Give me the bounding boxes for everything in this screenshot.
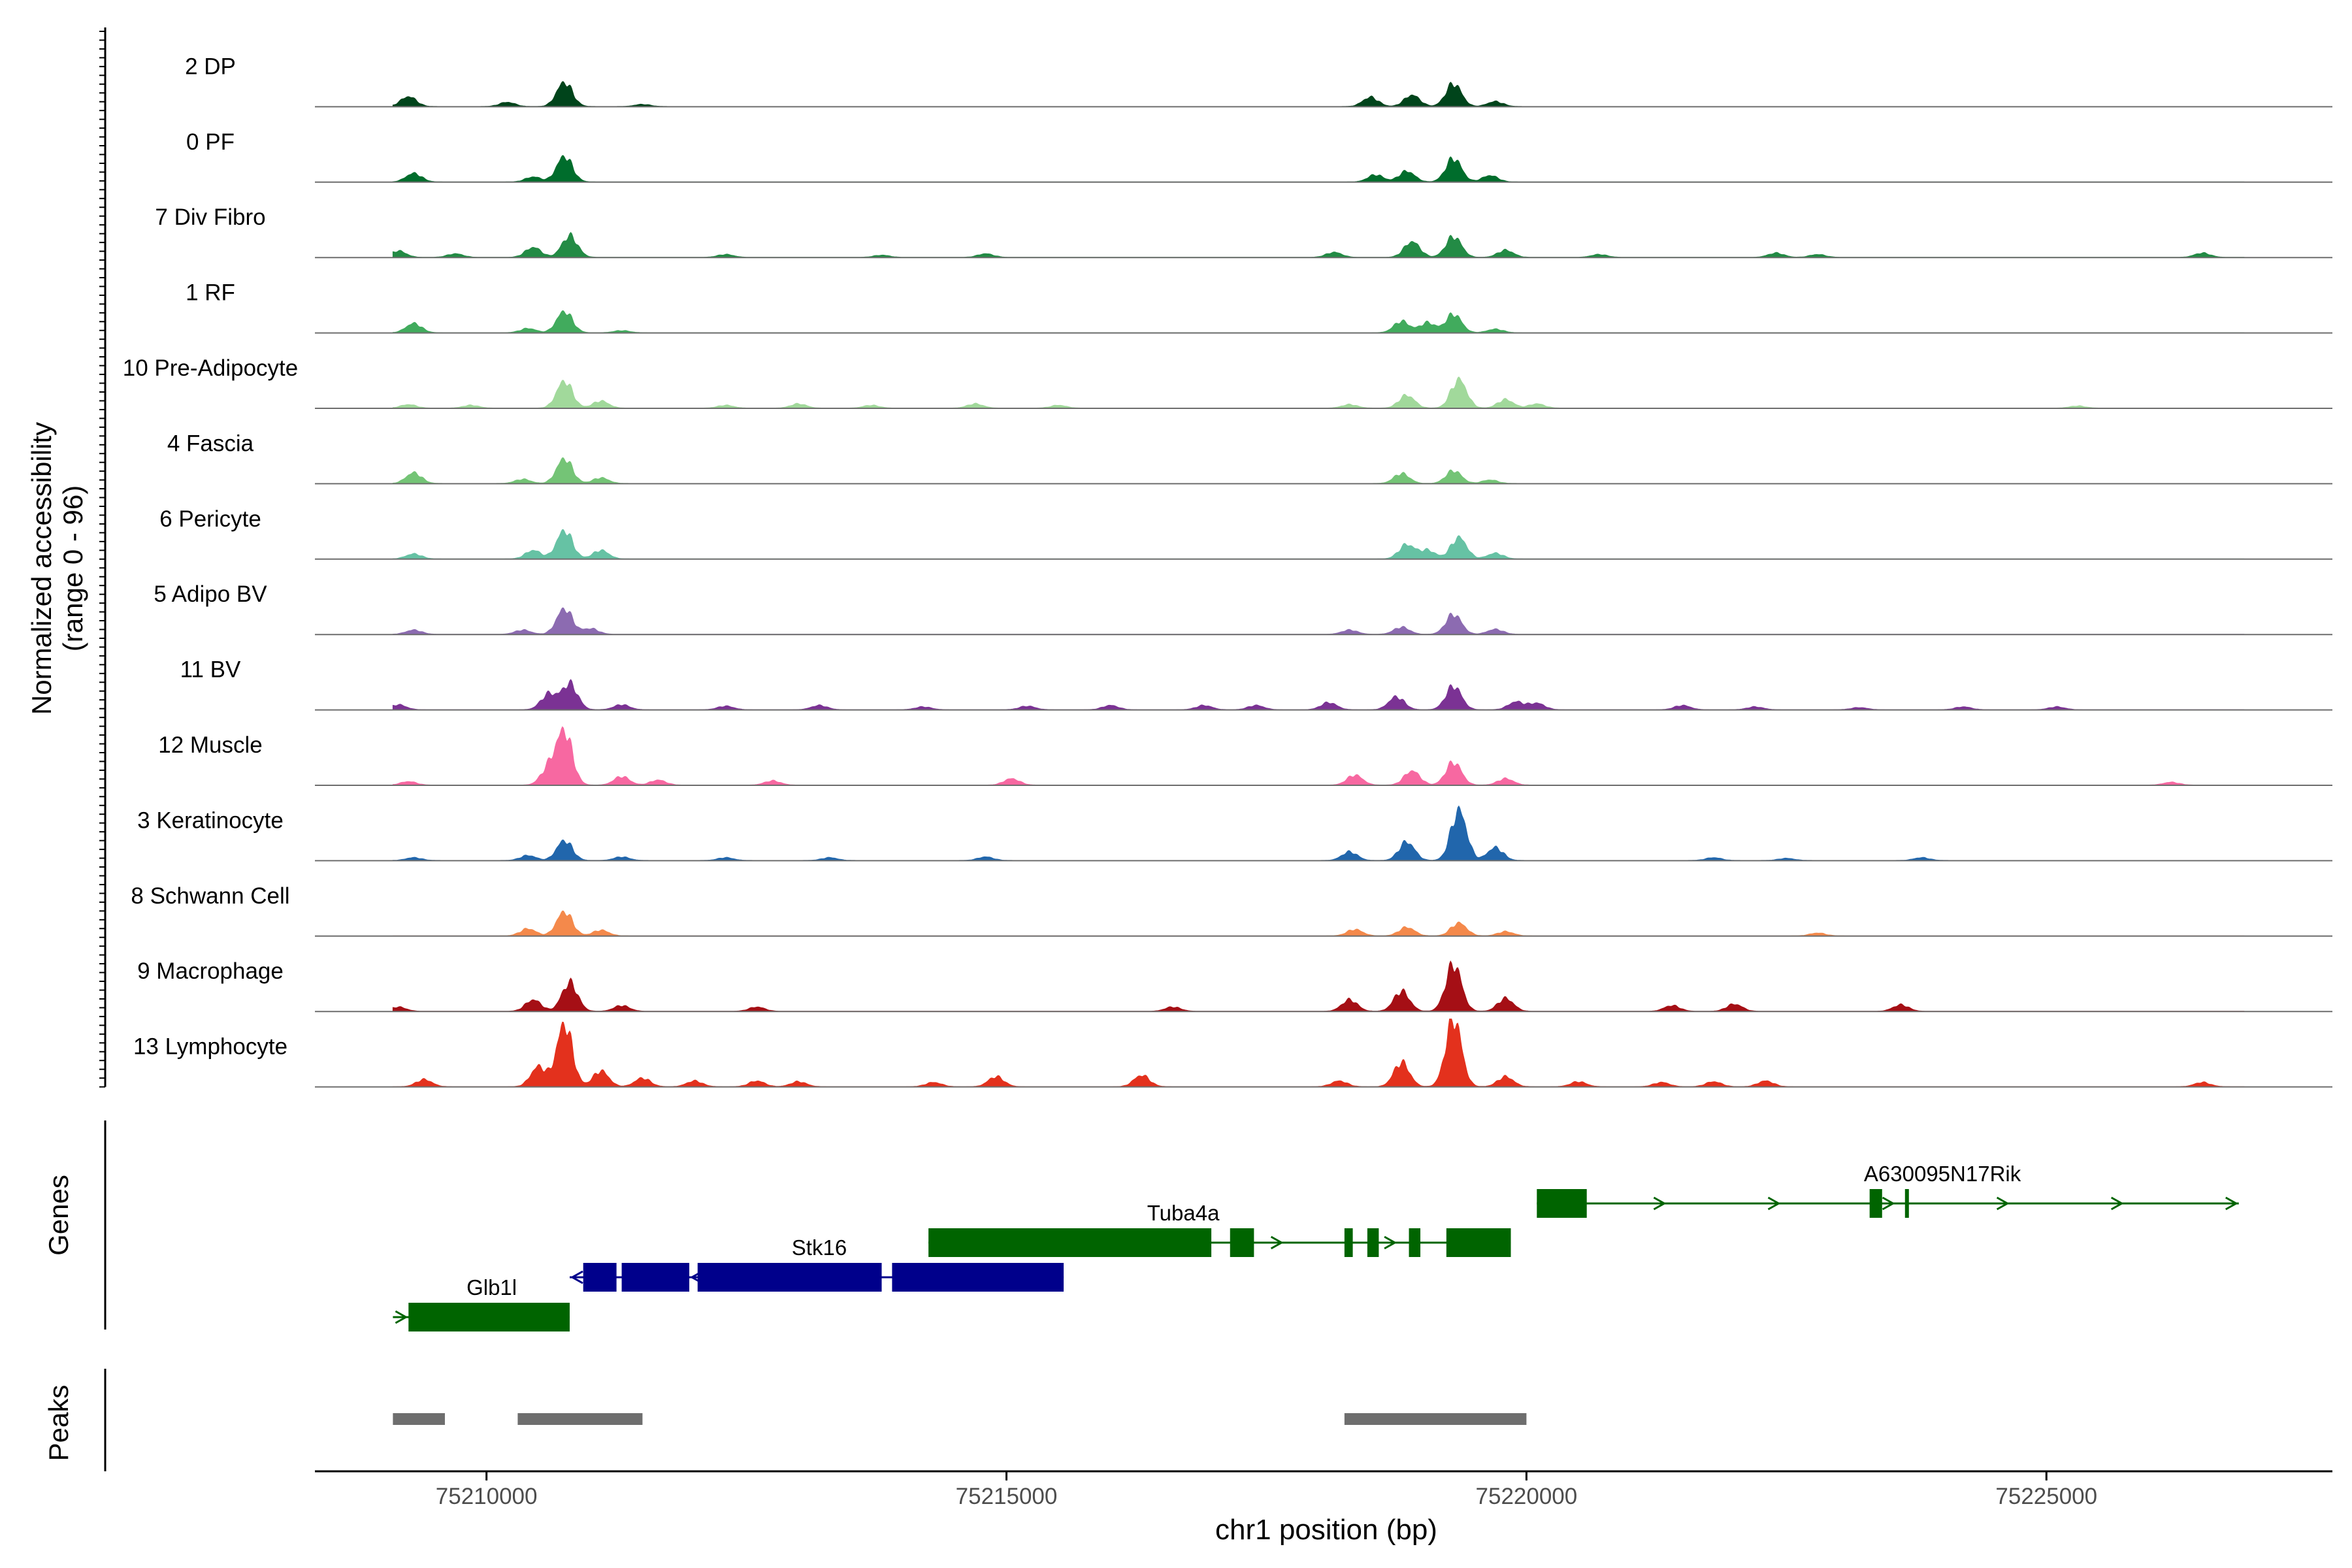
strand-arrow — [2225, 1196, 2238, 1211]
track-signal-6-pericyte — [392, 529, 2245, 560]
y-axis-title-line1: Normalized accessibility — [26, 422, 57, 715]
track-label-4-fascia: 4 Fascia — [167, 431, 254, 456]
exon — [1230, 1228, 1254, 1257]
track-label-1-rf: 1 RF — [186, 280, 235, 306]
exon — [697, 1263, 882, 1292]
exon — [1904, 1189, 1909, 1218]
track-signal-3-keratinocyte — [392, 805, 2245, 861]
accessibility-y-axis — [99, 27, 106, 1088]
exon — [892, 1263, 1064, 1292]
track-3-keratinocyte: 3 Keratinocyte — [137, 805, 2332, 862]
track-label-6-pericyte: 6 Pericyte — [159, 506, 261, 532]
strand-arrow — [1270, 1235, 1284, 1250]
strand-arrow — [1384, 1235, 1397, 1250]
track-5-adipo-bv: 5 Adipo BV — [154, 581, 2332, 636]
gene-label-glb1l: Glb1l — [466, 1275, 517, 1299]
track-signal-10-pre-adipocyte — [392, 376, 2245, 409]
x-tick-label: 75225000 — [1995, 1484, 2097, 1509]
track-label-5-adipo-bv: 5 Adipo BV — [154, 581, 267, 607]
track-label-13-lymphocyte: 13 Lymphocyte — [133, 1034, 287, 1060]
track-signal-1-rf — [392, 310, 2245, 334]
track-10-pre-adipocyte: 10 Pre-Adipocyte — [123, 355, 2332, 409]
track-label-10-pre-adipocyte: 10 Pre-Adipocyte — [123, 355, 298, 381]
exon — [1537, 1189, 1587, 1218]
strand-arrow — [2110, 1196, 2124, 1211]
track-11-bv: 11 BV — [180, 657, 2332, 711]
x-axis-title: chr1 position (bp) — [1215, 1514, 1437, 1546]
track-signal-9-macrophage — [392, 960, 2245, 1012]
track-7-div-fibro: 7 Div Fibro — [155, 204, 2332, 259]
track-signal-4-fascia — [392, 457, 2245, 484]
track-9-macrophage: 9 Macrophage — [137, 958, 2332, 1013]
strand-arrow — [1767, 1196, 1781, 1211]
track-6-pericyte: 6 Pericyte — [159, 506, 2332, 560]
track-0-pf: 0 PF — [186, 129, 2332, 183]
track-signal-7-div-fibro — [392, 232, 2245, 258]
strand-arrow — [1882, 1196, 1895, 1211]
track-label-8-schwann-cell: 8 Schwann Cell — [131, 883, 289, 909]
track-8-schwann-cell: 8 Schwann Cell — [131, 883, 2332, 937]
exon — [1869, 1189, 1882, 1218]
track-signal-12-muscle — [392, 726, 2245, 786]
track-4-fascia: 4 Fascia — [167, 431, 2332, 485]
track-2-dp: 2 DP — [185, 54, 2332, 108]
track-signal-11-bv — [392, 679, 2245, 711]
track-signal-8-schwann-cell — [392, 910, 2245, 937]
strand-arrow — [395, 1310, 408, 1324]
strand-arrow — [1653, 1196, 1667, 1211]
strand-arrow — [570, 1270, 583, 1284]
x-axis: 75210000 75215000 75220000 75225000 — [315, 1470, 2332, 1509]
gene-stk16: Stk16 — [569, 1235, 1064, 1292]
peaks-panel-label: Peaks — [43, 1385, 74, 1462]
track-signal-2-dp — [392, 81, 2245, 107]
track-signal-0-pf — [392, 155, 2245, 183]
peak-region — [393, 1413, 445, 1425]
peaks-panel — [104, 1369, 1527, 1471]
track-label-12-muscle: 12 Muscle — [158, 732, 263, 758]
peak-region — [517, 1413, 643, 1425]
x-tick-label: 75220000 — [1476, 1484, 1578, 1509]
gene-label-a630095n17rik: A630095N17Rik — [1864, 1162, 2021, 1186]
genes-panel-label: Genes — [43, 1175, 74, 1256]
gene-label-tuba4a: Tuba4a — [1147, 1201, 1220, 1225]
gene-label-stk16: Stk16 — [792, 1235, 847, 1260]
exon — [408, 1303, 570, 1331]
exon — [621, 1263, 690, 1292]
exon — [1446, 1228, 1511, 1257]
track-13-lymphocyte: 13 Lymphocyte — [133, 1019, 2332, 1088]
track-label-9-macrophage: 9 Macrophage — [137, 958, 284, 984]
strand-arrow — [1996, 1196, 2010, 1211]
genes-panel: Glb1l Stk16 Tuba4a A630095N17Rik — [104, 1120, 2239, 1331]
gene-a630095n17rik: A630095N17Rik — [1537, 1162, 2239, 1218]
x-tick-label: 75215000 — [956, 1484, 1058, 1509]
gene-glb1l: Glb1l — [393, 1275, 570, 1331]
accessibility-tracks: 2 DP 0 PF 7 Div Fibro 1 RF 10 Pre-Adipocyte 4… — [123, 54, 2332, 1088]
exon — [1367, 1228, 1379, 1257]
gene-tuba4a: Tuba4a — [928, 1201, 1511, 1257]
x-tick-label: 75210000 — [436, 1484, 538, 1509]
exon — [583, 1263, 617, 1292]
track-label-2-dp: 2 DP — [185, 54, 236, 79]
track-label-11-bv: 11 BV — [180, 657, 241, 683]
exon — [1409, 1228, 1421, 1257]
track-label-7-div-fibro: 7 Div Fibro — [155, 204, 265, 230]
track-1-rf: 1 RF — [186, 280, 2332, 334]
track-signal-13-lymphocyte — [392, 1019, 2245, 1088]
peak-region — [1344, 1413, 1527, 1425]
track-label-3-keratinocyte: 3 Keratinocyte — [137, 808, 284, 833]
track-label-0-pf: 0 PF — [186, 129, 235, 155]
track-signal-5-adipo-bv — [392, 607, 2245, 635]
exon — [1344, 1228, 1353, 1257]
exon — [928, 1228, 1212, 1257]
track-12-muscle: 12 Muscle — [158, 726, 2332, 786]
y-axis-title-line2: (range 0 - 96) — [57, 485, 88, 651]
